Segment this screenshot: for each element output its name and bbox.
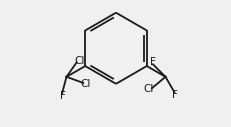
- Text: Cl: Cl: [143, 84, 153, 94]
- Text: Cl: Cl: [80, 79, 91, 89]
- Text: F: F: [59, 91, 65, 101]
- Text: F: F: [149, 57, 155, 67]
- Text: Cl: Cl: [74, 56, 84, 66]
- Text: F: F: [171, 90, 177, 100]
